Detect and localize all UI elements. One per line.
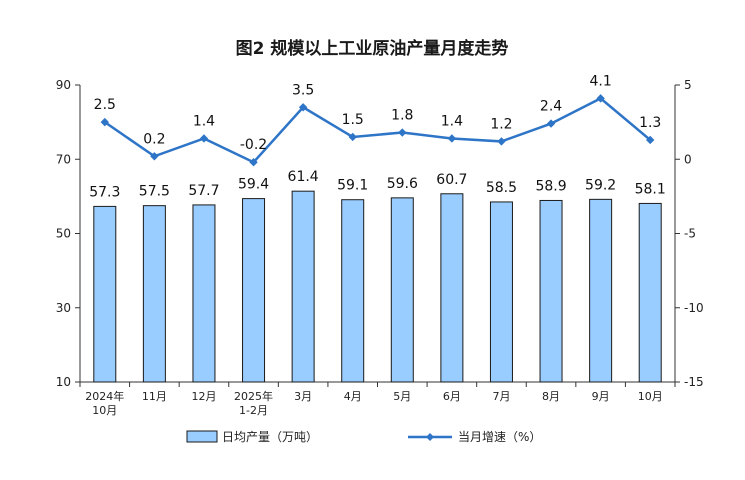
bar [142,205,166,383]
growth-point [596,94,605,103]
growth-point [100,117,109,127]
legend-label-bars: 日均产量（万吨） [222,430,318,444]
y-right-tick-label: -15 [684,375,704,389]
growth-point [447,134,457,143]
x-tick-label: 2025年 1-2月 [234,389,273,417]
plot-area: 10 30 50 70 90 -15 -10 -5 0 5 2024年 10月 11月 12月 2025年 1… [56,73,704,417]
growth-value-label: 4.1 [589,73,611,89]
x-tick-label: 8月 [542,390,560,403]
growth-value-label: 1.5 [342,112,364,128]
x-tick-label: 3月 [294,390,312,403]
growth-point [398,128,407,137]
growth-point [249,158,258,167]
bar [93,205,117,383]
y-right-tick-label: -10 [684,301,704,315]
y-right-tick-label: 0 [684,152,692,166]
growth-point [150,152,159,161]
legend: 日均产量（万吨） 当月增速（%） [186,430,541,444]
y-right-tick-label: 5 [684,78,692,92]
x-tick-label: 4月 [344,390,362,403]
growth-value-label: 1.8 [391,108,413,124]
growth-value-label: 3.5 [292,82,314,98]
x-tick-label: 10月 [638,390,663,403]
chart-title: 图2 规模以上工业原油产量月度走势 [236,38,509,59]
x-tick-label: 7月 [492,390,510,403]
growth-point [646,135,655,145]
y-left-tick-label: 10 [56,375,71,389]
growth-value-label: 0.2 [143,131,165,147]
growth-line [104,96,652,164]
y-right-tick-label: -5 [684,227,696,241]
growth-value-label: 1.4 [193,113,215,129]
bar [489,201,513,383]
growth-value-label: 1.3 [639,115,661,131]
growth-value-label: 2.4 [540,99,562,115]
bar-value-label: 60.7 [436,172,467,188]
bar [539,199,563,383]
growth-point [298,103,308,112]
growth-point [546,119,556,128]
growth-point [348,132,357,142]
bar [192,204,216,383]
bar [341,199,365,383]
y-left-tick-label: 90 [56,78,71,92]
x-tick-label: 11月 [142,390,167,403]
growth-value-label: -0.2 [240,137,267,153]
legend-label-line: 当月增速（%） [458,430,541,444]
bar-value-label: 61.4 [288,169,319,185]
bar [291,190,315,383]
legend-marker-line [426,433,434,441]
growth-point [199,134,209,143]
bar-value-label: 57.5 [139,184,170,200]
growth-value-label: 1.4 [441,113,463,129]
bar-value-label: 59.4 [238,177,269,193]
x-tick-label: 9月 [592,390,610,403]
growth-value-label: 1.2 [490,116,512,132]
x-tick-label: 12月 [191,390,216,403]
y-left-tick-label: 70 [56,152,71,166]
bar [390,197,414,383]
growth-point [497,137,506,146]
x-tick-label: 6月 [443,390,461,403]
bar-value-label: 59.1 [337,178,368,194]
bar-value-label: 59.2 [585,177,616,193]
bar [589,198,613,383]
bar-value-label: 57.3 [89,184,120,200]
y-left-tick-label: 50 [56,227,71,241]
bar-value-label: 58.1 [635,181,666,197]
bar [242,198,266,383]
bar-value-label: 58.5 [486,180,517,196]
x-tick-label: 5月 [393,390,411,403]
y-left-tick-label: 30 [56,301,71,315]
x-tick-label: 2024年 10月 [85,389,124,417]
growth-value-label: 2.5 [94,97,116,113]
bar-value-label: 58.9 [535,178,566,194]
bar [638,202,662,383]
bar-value-label: 59.6 [387,176,418,192]
bar-value-label: 57.7 [188,183,219,199]
bar [440,193,464,383]
legend-swatch-bars [186,430,218,443]
